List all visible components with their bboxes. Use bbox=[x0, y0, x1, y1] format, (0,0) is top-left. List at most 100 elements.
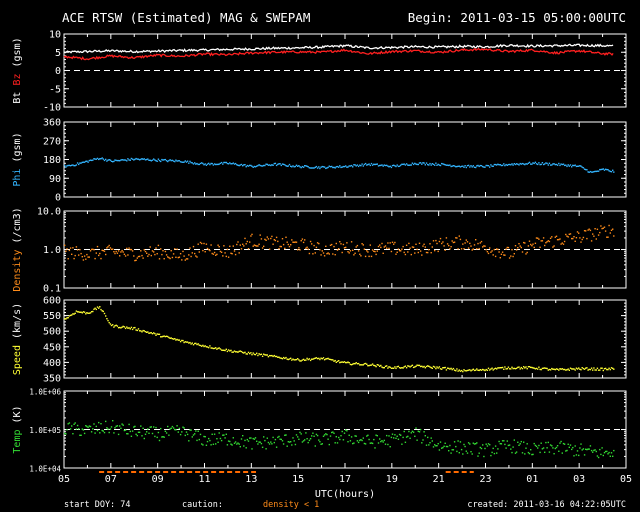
data-point-density bbox=[525, 253, 527, 255]
data-point-temp bbox=[581, 449, 583, 451]
data-point-temp bbox=[192, 434, 195, 436]
data-point-phi bbox=[445, 164, 448, 166]
data-point-phi bbox=[600, 168, 602, 171]
data-point-density bbox=[462, 243, 464, 245]
data-point-speed bbox=[367, 365, 369, 367]
data-point-phi bbox=[138, 159, 141, 161]
data-point-density bbox=[603, 226, 606, 228]
data-point-phi bbox=[578, 165, 580, 167]
data-point-density bbox=[211, 252, 213, 255]
data-point-speed bbox=[331, 359, 333, 361]
data-point-density bbox=[530, 243, 532, 246]
data-point-phi bbox=[312, 167, 314, 169]
data-point-temp bbox=[400, 434, 402, 436]
data-point-temp bbox=[106, 427, 108, 429]
x-tick-label: 07 bbox=[105, 474, 117, 485]
data-point-density bbox=[523, 241, 525, 244]
data-point-speed bbox=[565, 369, 567, 371]
data-point-density bbox=[609, 232, 611, 234]
data-point-speed bbox=[126, 326, 128, 328]
data-point-temp bbox=[613, 449, 615, 452]
data-point-temp bbox=[588, 448, 590, 450]
data-point-temp bbox=[362, 437, 364, 439]
data-point-phi bbox=[244, 164, 246, 166]
data-point-speed bbox=[376, 364, 378, 366]
data-point-temp bbox=[467, 442, 470, 444]
data-point-phi bbox=[96, 157, 99, 160]
data-point-phi bbox=[133, 159, 135, 161]
data-point-temp bbox=[301, 441, 304, 443]
data-point-density bbox=[348, 252, 350, 254]
data-point-speed bbox=[250, 352, 252, 354]
data-point-speed bbox=[556, 368, 559, 370]
data-point-phi bbox=[117, 159, 120, 162]
data-point-phi bbox=[594, 170, 596, 173]
data-point-phi bbox=[338, 166, 340, 168]
data-point-density bbox=[332, 253, 334, 255]
data-point-temp bbox=[608, 451, 610, 454]
data-point-density bbox=[548, 240, 551, 243]
data-point-speed bbox=[334, 359, 336, 362]
data-point-density bbox=[535, 237, 538, 239]
data-point-density bbox=[274, 239, 277, 242]
data-point-temp bbox=[539, 451, 541, 454]
data-point-density bbox=[521, 251, 524, 253]
data-point-density bbox=[178, 256, 181, 258]
data-point-temp bbox=[407, 435, 409, 438]
data-point-temp bbox=[373, 438, 375, 441]
data-point-speed bbox=[530, 366, 532, 369]
data-point-temp bbox=[386, 434, 388, 437]
data-point-temp bbox=[82, 429, 85, 431]
data-point-temp bbox=[153, 426, 155, 428]
data-point-phi bbox=[253, 165, 256, 168]
data-point-phi bbox=[178, 160, 181, 162]
data-point-speed bbox=[319, 358, 321, 361]
data-point-temp bbox=[388, 435, 390, 437]
data-point-density bbox=[531, 245, 533, 247]
data-point-density bbox=[201, 242, 203, 245]
data-point-density bbox=[94, 257, 96, 260]
data-point-speed bbox=[253, 353, 256, 356]
data-point-density bbox=[473, 244, 476, 246]
data-point-speed bbox=[541, 367, 544, 370]
data-point-temp bbox=[286, 445, 288, 447]
data-point-phi bbox=[537, 163, 539, 166]
data-point-phi bbox=[446, 164, 449, 166]
data-point-speed bbox=[395, 367, 397, 370]
data-point-phi bbox=[439, 164, 442, 167]
data-point-temp bbox=[195, 430, 197, 432]
data-point-temp bbox=[419, 428, 422, 431]
data-point-speed bbox=[309, 359, 312, 362]
data-point-speed bbox=[494, 367, 497, 369]
data-point-speed bbox=[313, 357, 315, 360]
data-point-temp bbox=[401, 443, 403, 445]
data-point-speed bbox=[610, 367, 613, 369]
data-point-phi bbox=[188, 162, 190, 164]
data-point-temp bbox=[580, 443, 582, 445]
y-tick-label: 0.1 bbox=[43, 284, 61, 295]
data-point-temp bbox=[390, 436, 393, 439]
data-point-speed bbox=[562, 368, 565, 371]
data-point-density bbox=[213, 251, 216, 254]
data-point-phi bbox=[218, 163, 220, 165]
data-point-temp bbox=[599, 448, 601, 451]
data-point-speed bbox=[463, 369, 465, 371]
data-point-temp bbox=[288, 441, 291, 443]
data-point-density bbox=[601, 227, 603, 230]
data-point-phi bbox=[432, 163, 435, 166]
data-point-phi bbox=[546, 162, 548, 165]
y-axis-label: Bt Bz (gsm) bbox=[12, 37, 23, 103]
data-point-temp bbox=[188, 440, 190, 442]
data-point-temp bbox=[414, 435, 416, 437]
data-point-temp bbox=[74, 422, 76, 424]
data-point-speed bbox=[442, 367, 444, 369]
data-point-density bbox=[434, 249, 436, 252]
data-point-speed bbox=[183, 341, 185, 344]
data-point-phi bbox=[101, 157, 103, 159]
data-point-phi bbox=[373, 163, 375, 165]
data-point-speed bbox=[467, 369, 470, 371]
data-point-temp bbox=[397, 438, 400, 440]
data-point-temp bbox=[292, 437, 294, 439]
data-point-temp bbox=[109, 428, 112, 430]
data-point-density bbox=[290, 244, 292, 246]
